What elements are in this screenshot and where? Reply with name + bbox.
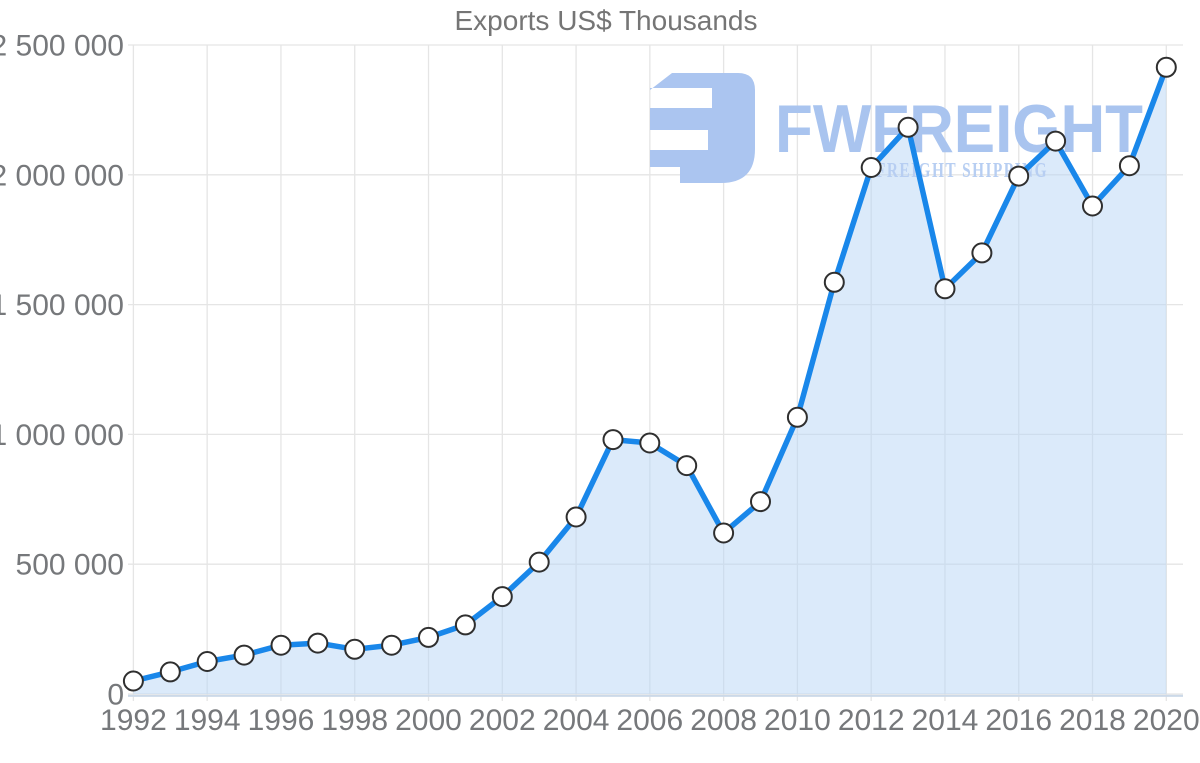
x-tick-label: 2018	[1059, 704, 1126, 737]
x-tick-label: 1998	[321, 704, 388, 737]
x-tick-label: 2020	[1133, 704, 1200, 737]
x-tick-label: 2002	[469, 704, 536, 737]
x-tick-label: 1996	[248, 704, 315, 737]
data-point-2008[interactable]	[713, 522, 735, 544]
y-tick-label: 2 500 000	[0, 30, 124, 63]
data-point-2001[interactable]	[454, 614, 476, 636]
data-point-2019[interactable]	[1118, 155, 1140, 177]
data-point-2005[interactable]	[602, 429, 624, 451]
y-tick-label: 500 000	[16, 549, 124, 582]
data-point-2004[interactable]	[565, 506, 587, 528]
data-point-1996[interactable]	[270, 634, 292, 656]
y-tick-label: 1 500 000	[0, 289, 124, 322]
data-point-2013[interactable]	[897, 116, 919, 138]
data-point-2009[interactable]	[750, 491, 771, 513]
data-point-1993[interactable]	[159, 661, 181, 683]
chart-title: Exports US$ Thousands	[455, 5, 758, 36]
data-point-2015[interactable]	[971, 242, 993, 264]
area-fill	[133, 67, 1167, 695]
data-point-1999[interactable]	[381, 634, 403, 656]
data-point-1997[interactable]	[307, 632, 329, 654]
x-tick-label: 2012	[838, 704, 905, 737]
x-axis-tick-labels: 1992 1994 1996 1998 2000 2002 2004 2006 2008 2010…	[100, 704, 1200, 737]
data-point-2003[interactable]	[528, 551, 550, 573]
y-tick-label: 1 000 000	[0, 419, 124, 452]
data-point-markers[interactable]	[122, 56, 1177, 692]
data-point-2000[interactable]	[418, 626, 439, 648]
y-tick-label: 2 000 000	[0, 159, 124, 192]
data-point-2006[interactable]	[639, 432, 661, 454]
data-point-2014[interactable]	[934, 278, 956, 300]
data-point-2016[interactable]	[1008, 165, 1030, 187]
data-point-1998[interactable]	[344, 638, 366, 660]
data-point-2011[interactable]	[823, 271, 845, 293]
brand-name-text: FWFREIGHT	[775, 91, 1143, 167]
data-point-2010[interactable]	[786, 406, 808, 428]
data-point-2007[interactable]	[676, 455, 698, 477]
data-point-2017[interactable]	[1045, 130, 1067, 152]
brand-logo-icon	[650, 73, 755, 183]
data-point-1992[interactable]	[122, 670, 144, 692]
watermark: FWFREIGHT FREIGHT SHIPPING	[650, 73, 1143, 183]
x-tick-label: 2010	[764, 704, 831, 737]
y-tick-label: 0	[107, 679, 124, 712]
x-tick-label: 1994	[174, 704, 241, 737]
data-point-2012[interactable]	[860, 157, 882, 178]
x-tick-label: 2004	[543, 704, 610, 737]
x-tick-label: 2006	[616, 704, 683, 737]
data-point-1995[interactable]	[233, 644, 255, 666]
data-point-2018[interactable]	[1082, 195, 1103, 217]
x-tick-label: 1992	[100, 704, 167, 737]
y-axis-tick-labels: 0 500 000 1 000 000 1 500 000 2 000 000 2 500…	[0, 30, 124, 712]
data-point-2002[interactable]	[491, 586, 513, 608]
x-tick-label: 2000	[395, 704, 462, 737]
data-point-1994[interactable]	[196, 651, 218, 672]
data-point-2020[interactable]	[1155, 56, 1177, 78]
x-tick-label: 2014	[912, 704, 979, 737]
x-tick-label: 2008	[690, 704, 757, 737]
x-tick-label: 2016	[985, 704, 1052, 737]
